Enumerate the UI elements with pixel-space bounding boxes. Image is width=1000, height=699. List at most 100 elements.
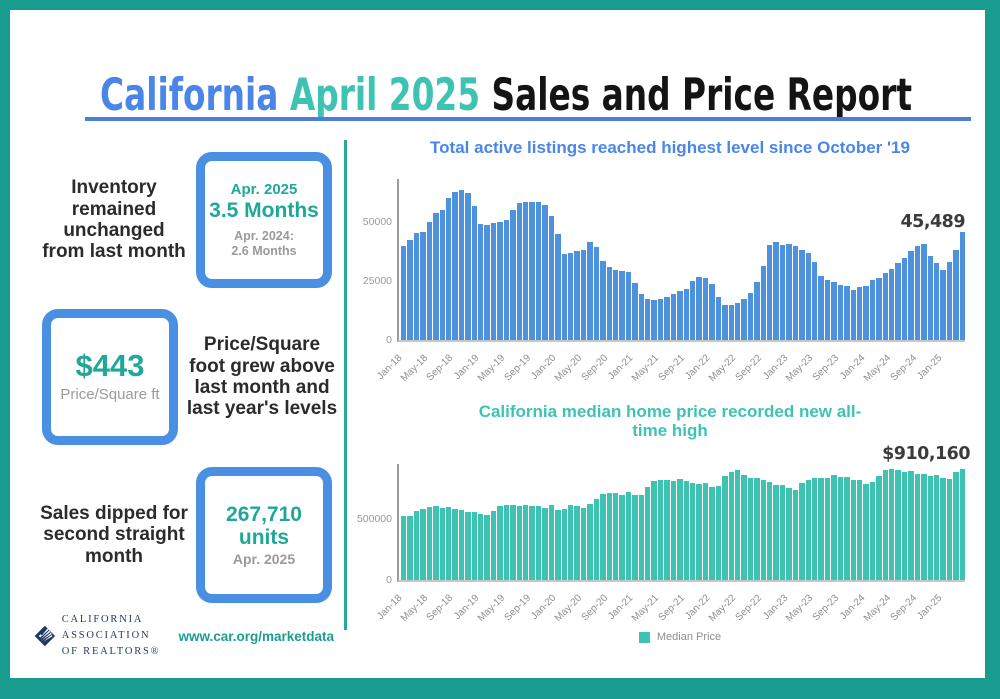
x-axis-tick-label: Sep-20: [579, 592, 610, 624]
bar: [908, 251, 914, 340]
bar: [760, 479, 767, 580]
bar: [728, 471, 734, 580]
x-axis-tick-label: Sep-22: [733, 352, 765, 384]
x-axis-tick-label: Sep-23: [810, 352, 842, 384]
legend-swatch: [638, 631, 650, 643]
bar: [914, 474, 921, 580]
bar: [484, 225, 490, 340]
bar: [677, 478, 683, 580]
y-axis-tick-label: 500000: [356, 512, 392, 525]
bar: [452, 191, 458, 340]
bar: [458, 190, 465, 340]
bar: [927, 475, 934, 580]
bar: [747, 478, 754, 580]
bar: [741, 474, 747, 580]
bar: [529, 506, 535, 580]
bar: [580, 249, 587, 340]
x-axis-tick-label: May-22: [707, 592, 739, 624]
x-axis-tick-label: Sep-18: [424, 592, 456, 624]
sales-period: Apr. 2025: [232, 550, 296, 567]
median-price-x-axis: Jan-18 May-18 Sep-18 Jan-19 May-19 Sep-19 Jan-…: [375, 585, 963, 637]
bar: [407, 239, 413, 340]
bar: [940, 270, 946, 340]
bar: [689, 482, 696, 580]
bar: [889, 268, 895, 340]
marketdata-link[interactable]: www.car.org/marketdata: [178, 628, 334, 644]
bar: [664, 297, 670, 340]
bar: [831, 475, 837, 580]
bar: [625, 271, 632, 340]
bar: [959, 468, 966, 580]
x-axis-tick-label: May-19: [475, 592, 508, 624]
bar: [863, 286, 869, 340]
bar: [818, 275, 824, 340]
bar: [856, 287, 863, 340]
bar: [510, 505, 516, 580]
bar: [567, 505, 574, 580]
bar: [561, 509, 567, 580]
page-title: California April 2025 Sales and Price Re…: [100, 70, 912, 122]
bar: [812, 261, 818, 340]
bar: [490, 511, 497, 580]
bar: [561, 253, 567, 340]
x-axis-tick-label: May-20: [552, 592, 585, 624]
bar: [497, 506, 503, 580]
active-listings-x-axis: Jan-18 May-18 Sep-18 Jan-19 May-19 Sep-19 Jan-…: [375, 345, 963, 397]
bar: [587, 503, 593, 580]
bar: [779, 244, 786, 340]
bar: [465, 512, 471, 580]
bar: [767, 482, 773, 580]
bar: [439, 507, 445, 580]
bar: [503, 505, 510, 580]
bar: [433, 212, 439, 340]
bar: [882, 273, 889, 340]
bar: [645, 487, 651, 580]
bar: [767, 244, 773, 340]
bar: [773, 485, 779, 580]
bar: [702, 482, 709, 580]
bar: [426, 221, 433, 340]
bar: [574, 505, 580, 580]
bar: [824, 280, 831, 340]
x-axis-tick-label: Jan-25: [914, 352, 945, 383]
price-sqft-stat: $443 Price/Square ft Price/Square foot g…: [42, 303, 338, 451]
bar: [709, 284, 715, 340]
title-divider: [85, 117, 971, 121]
bar: [683, 481, 689, 580]
x-axis-tick-label: May-20: [552, 352, 585, 384]
bar: [439, 210, 445, 340]
bar: [651, 299, 657, 340]
bar: [709, 486, 715, 580]
bar: [433, 506, 439, 580]
bar: [516, 505, 523, 580]
bar: [754, 477, 760, 580]
bar: [420, 508, 426, 580]
inventory-stat-text: Inventory remained unchanged from last m…: [42, 177, 186, 263]
x-axis-tick-label: May-24: [861, 592, 893, 624]
x-axis-tick-label: Sep-24: [888, 352, 919, 384]
bar: [580, 508, 587, 580]
bar: [901, 257, 908, 340]
bar: [715, 485, 722, 580]
bar: [587, 242, 593, 340]
bar: [786, 243, 792, 340]
bar: [792, 490, 799, 580]
bar: [632, 494, 638, 580]
x-axis-tick-label: Sep-20: [579, 352, 610, 384]
x-axis-tick-label: Sep-19: [502, 352, 533, 384]
x-axis-tick-label: Sep-22: [733, 592, 765, 624]
inventory-stat-box: Apr. 2025 3.5 Months Apr. 2024: 2.6 Mont…: [196, 152, 332, 288]
inventory-value: 3.5 Months: [209, 198, 319, 222]
bar: [478, 224, 484, 340]
bar: [413, 511, 420, 580]
x-axis-tick-label: May-24: [861, 352, 893, 384]
bar: [471, 511, 478, 580]
x-axis-tick-label: May-22: [707, 352, 739, 384]
bar: [471, 206, 478, 340]
bar: [651, 480, 657, 580]
bar: [837, 285, 844, 340]
bar: [818, 477, 824, 580]
median-price-annotation: $910,160: [882, 444, 970, 464]
sales-stat-box: 267,710 units Apr. 2025: [196, 467, 332, 603]
inventory-compare: Apr. 2024: 2.6 Months: [231, 228, 297, 258]
